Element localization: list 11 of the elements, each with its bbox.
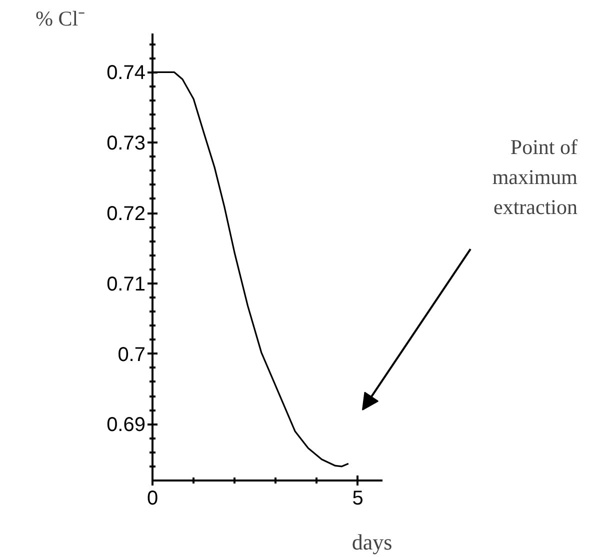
y-tick-label: 0.73 (106, 132, 146, 155)
x-tick-label: 0 (146, 488, 158, 510)
text: Point of maximum extraction (492, 134, 578, 219)
x-tick-label: 5 (352, 488, 364, 510)
x-axis-title: days (352, 530, 392, 554)
y-tick-label: 0.71 (106, 273, 146, 296)
y-tick-label: 0.7 (118, 344, 146, 366)
y-tick-label: 0.74 (106, 62, 146, 84)
y-axis-title: % Cl⁻ (36, 6, 86, 30)
y-tick-label: 0.72 (106, 203, 146, 226)
y-tick-label: 0.69 (106, 414, 146, 436)
